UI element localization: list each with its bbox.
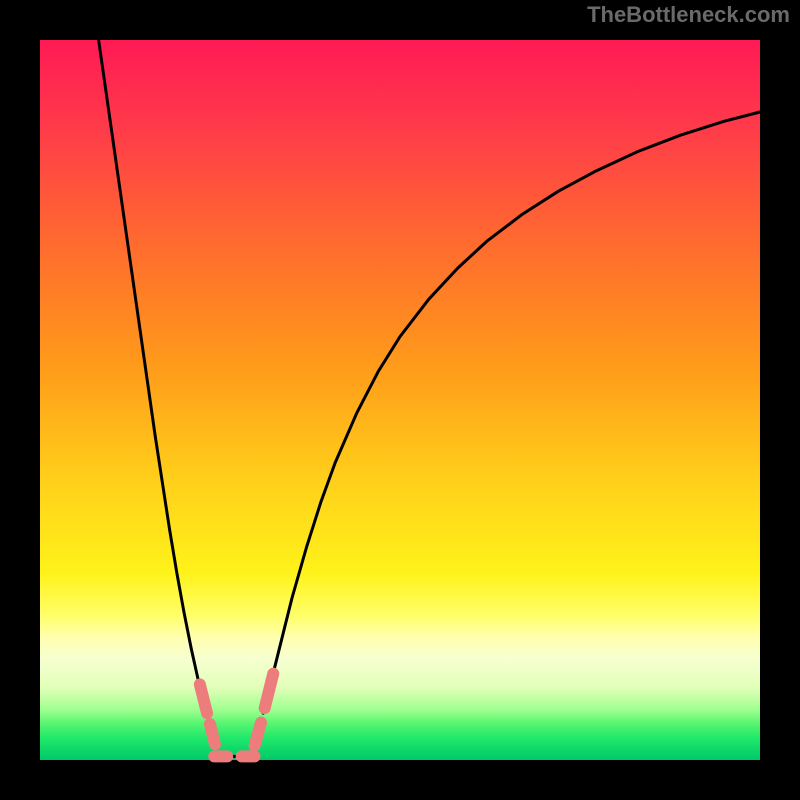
chart-container: { "watermark": { "text": "TheBottleneck.… <box>0 0 800 800</box>
bottleneck-chart <box>0 0 800 800</box>
watermark-text: TheBottleneck.com <box>587 2 790 28</box>
